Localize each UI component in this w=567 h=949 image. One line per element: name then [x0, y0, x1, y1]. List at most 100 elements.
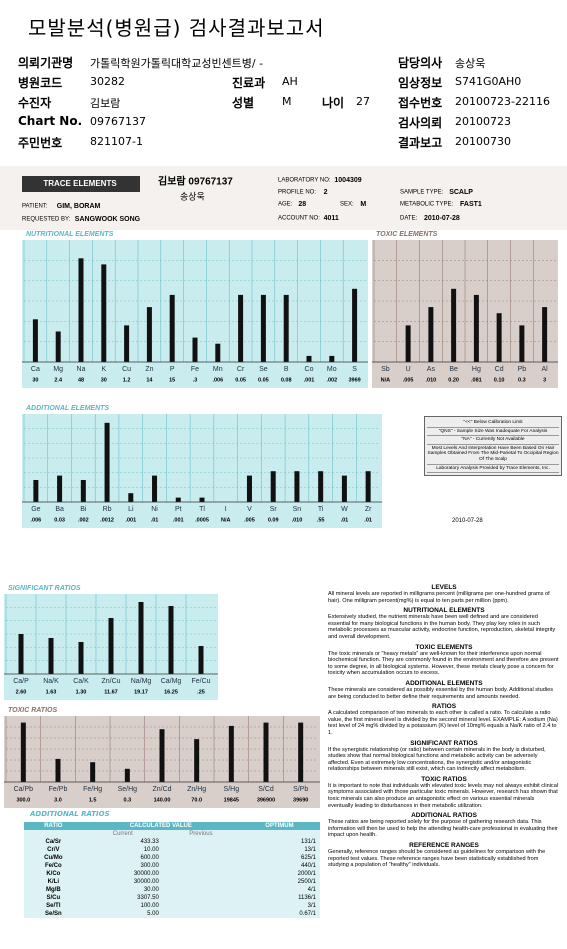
value: .55	[317, 517, 325, 523]
table-cell	[163, 878, 239, 886]
value: .005	[403, 377, 414, 383]
table-cell: Mg/B	[46, 887, 61, 893]
lab-field-value: GIM, BORAM	[57, 203, 101, 210]
table-cell: 3307.50	[137, 895, 159, 901]
text-column: LEVELS All mineral levels are reported in…	[328, 584, 560, 872]
symbol: Zr	[365, 506, 372, 513]
table-cell	[163, 838, 239, 846]
lab-info: TRACE ELEMENTS 김보람 09767137 송상욱 LABORATORY …	[0, 166, 567, 230]
value: 0.3	[518, 377, 526, 383]
bar	[306, 355, 312, 362]
bar	[341, 475, 347, 502]
bar	[246, 475, 252, 502]
table-cell: RATIO	[24, 822, 83, 830]
field-value: 20100723-22116	[455, 95, 550, 108]
report-title: 모발분석(병원급) 검사결과보고서	[28, 16, 325, 40]
field-label: 담당의사	[398, 56, 443, 70]
symbol: P	[170, 366, 175, 373]
section-body: All mineral levels are reported in milli…	[328, 591, 550, 604]
table-cell: Previous	[189, 831, 213, 837]
value: 2.4	[54, 377, 63, 383]
field-value: 송상욱	[455, 57, 486, 70]
symbol: Co	[305, 366, 314, 373]
value: 1.5	[89, 797, 97, 803]
lab-field-label: SAMPLE TYPE:	[400, 190, 444, 196]
table-cell: 30.00	[143, 887, 159, 893]
value: 0.3	[124, 797, 132, 803]
symbol: Sb	[381, 366, 390, 373]
table-cell: 1136/1	[298, 895, 316, 901]
field-label: 성별	[232, 96, 255, 110]
symbol: Cu	[122, 366, 131, 373]
table-cell	[163, 854, 239, 862]
table-cell: 0.67/1	[299, 911, 316, 917]
table-cell	[239, 830, 320, 838]
bar	[20, 722, 26, 782]
lab-field-label: DATE:	[400, 216, 418, 222]
element-chart: TOXIC RATIOS Ca/Pb 300.0 Fe/Pb 3.0 Fe/Hg 1.5 Se…	[4, 707, 320, 808]
symbol: Hg	[472, 366, 481, 373]
value: 3	[543, 377, 546, 383]
section-heading: NUTRITIONAL ELEMENTS	[403, 607, 485, 615]
bar	[175, 497, 181, 502]
panel-title: ADDITIONAL ELEMENTS	[25, 405, 109, 412]
lab-field-label: PATIENT:	[22, 204, 48, 210]
field-value: 김보람	[90, 97, 121, 110]
field-label: 병원코드	[18, 76, 63, 90]
value: 140.00	[154, 797, 171, 803]
symbol: Sr	[270, 506, 278, 513]
table-cell	[163, 886, 239, 894]
value: 0.03	[54, 517, 65, 523]
symbol: Be	[449, 366, 458, 373]
value: .002	[78, 517, 89, 523]
section-body: Extensively studied, the nutrient minera…	[328, 614, 556, 640]
symbol: W	[341, 506, 348, 513]
value: 30	[101, 377, 107, 383]
bar	[238, 294, 244, 362]
table-title: ADDITIONAL RATIOS	[30, 810, 110, 818]
symbol: Ge	[31, 506, 40, 513]
value: 30	[32, 377, 38, 383]
table-cell	[163, 894, 239, 902]
symbol: Na/Mg	[131, 678, 152, 685]
bar	[270, 471, 276, 502]
table-cell: OPTIMUM	[238, 822, 320, 830]
symbol: Zn	[145, 366, 153, 373]
value: .006	[31, 517, 42, 523]
table-cell: 300.00	[140, 863, 159, 869]
value: .081	[471, 377, 482, 383]
value: 11.67	[104, 689, 117, 695]
value: 1.30	[76, 689, 87, 695]
bar	[329, 355, 335, 362]
table-cell: Cu/Mo	[44, 855, 63, 861]
table-cell: 2000/1	[297, 871, 316, 877]
symbol: Zn/Cu	[101, 678, 120, 685]
bar	[199, 497, 205, 502]
lab-field-label: METABOLIC TYPE:	[400, 202, 453, 208]
value: .006	[212, 377, 223, 383]
bar	[78, 642, 84, 674]
lab-field-label: ACCOUNT NO:	[278, 216, 320, 222]
value: .0012	[100, 517, 114, 523]
symbol: Ca	[31, 366, 40, 373]
value: .001	[173, 517, 184, 523]
section-body: It is important to note that individuals…	[328, 782, 559, 809]
field-label: 수진자	[18, 96, 52, 110]
symbol: S	[352, 366, 357, 373]
value: 3969	[348, 377, 360, 383]
table-cell: 440/1	[300, 863, 316, 869]
bar	[451, 288, 457, 362]
table-cell: 3/1	[307, 903, 316, 909]
bar	[428, 307, 434, 362]
bar	[473, 294, 479, 362]
logo-box	[22, 176, 140, 192]
bar	[90, 762, 96, 782]
value: 16.25	[164, 689, 178, 695]
value: .01	[151, 517, 159, 523]
table-cell: S/Cu	[46, 895, 61, 901]
table-cell: 4/1	[307, 887, 316, 893]
value: .25	[197, 689, 205, 695]
value: 3.0	[54, 797, 62, 803]
symbol: Fe/Hg	[83, 786, 102, 793]
